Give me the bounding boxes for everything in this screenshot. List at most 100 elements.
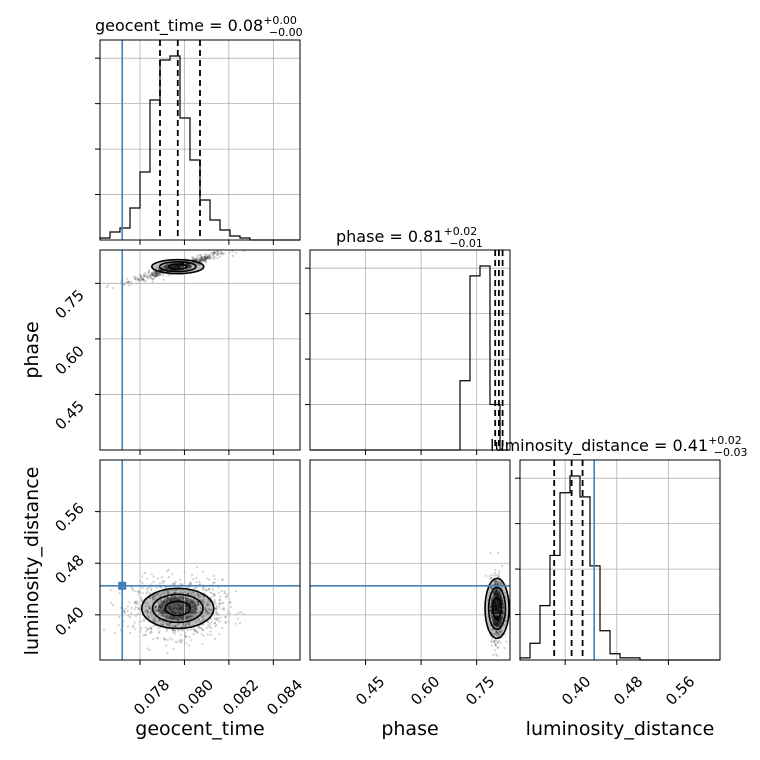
sample-point bbox=[150, 271, 153, 274]
sample-point bbox=[495, 630, 498, 633]
sample-point bbox=[192, 609, 195, 612]
geocent-lumdist-core-inner bbox=[157, 596, 198, 621]
sample-point bbox=[134, 275, 137, 278]
sample-point bbox=[153, 275, 156, 278]
sample-point bbox=[213, 621, 216, 625]
sample-point bbox=[489, 605, 493, 608]
sample-point bbox=[498, 603, 501, 606]
sample-point bbox=[500, 615, 503, 618]
sample-point bbox=[492, 593, 495, 596]
sample-point bbox=[188, 636, 191, 639]
sample-point bbox=[210, 591, 213, 595]
sample-point bbox=[492, 621, 495, 624]
sample-point bbox=[162, 592, 165, 595]
sample-point bbox=[163, 638, 166, 641]
sample-point bbox=[187, 615, 190, 618]
sample-point bbox=[496, 622, 499, 625]
sample-point bbox=[147, 277, 150, 280]
sample-point bbox=[494, 590, 497, 593]
sample-point bbox=[177, 264, 180, 268]
sample-point bbox=[500, 597, 503, 600]
sample-point bbox=[130, 281, 133, 284]
sample-point bbox=[202, 595, 205, 598]
sample-point bbox=[208, 587, 211, 591]
sample-point bbox=[492, 618, 495, 622]
sample-point bbox=[156, 271, 159, 274]
sample-point bbox=[503, 633, 507, 636]
sample-point bbox=[153, 616, 156, 619]
sample-point bbox=[495, 591, 498, 594]
sample-point bbox=[498, 594, 501, 597]
sample-point bbox=[231, 254, 234, 257]
sample-point bbox=[498, 624, 501, 627]
sample-point bbox=[178, 604, 181, 607]
sample-point bbox=[495, 594, 498, 597]
sample-point bbox=[206, 257, 209, 260]
sample-point bbox=[187, 607, 190, 610]
sample-point bbox=[167, 576, 170, 579]
sample-point bbox=[490, 639, 493, 643]
sample-point bbox=[160, 599, 163, 602]
geocent-phase-contour-3 bbox=[167, 263, 188, 270]
sample-point bbox=[499, 641, 502, 644]
sample-point bbox=[164, 266, 167, 269]
sample-point bbox=[187, 621, 190, 624]
sample-point bbox=[171, 624, 174, 627]
sample-point bbox=[495, 604, 498, 608]
sample-point bbox=[181, 615, 184, 619]
sample-point bbox=[165, 267, 168, 270]
sample-point bbox=[150, 610, 153, 613]
sample-point bbox=[151, 278, 154, 281]
sample-point bbox=[184, 625, 187, 628]
sample-point bbox=[496, 607, 499, 610]
sample-point bbox=[215, 253, 219, 256]
sample-point bbox=[140, 599, 143, 602]
sample-point bbox=[173, 266, 176, 269]
sample-point bbox=[493, 593, 497, 596]
sample-point bbox=[204, 260, 207, 263]
sample-point bbox=[175, 606, 178, 609]
sample-point bbox=[196, 602, 199, 605]
sample-point bbox=[216, 619, 219, 622]
sample-point bbox=[496, 604, 499, 607]
sample-point bbox=[184, 595, 187, 598]
sample-point bbox=[167, 606, 170, 609]
sample-point bbox=[196, 259, 199, 262]
sample-point bbox=[494, 607, 497, 610]
sample-point bbox=[493, 591, 496, 594]
sample-point bbox=[218, 603, 221, 606]
sample-point bbox=[137, 606, 140, 609]
sample-point bbox=[212, 255, 215, 258]
sample-point bbox=[501, 600, 504, 604]
sample-point bbox=[202, 617, 205, 620]
sample-point bbox=[215, 606, 218, 610]
sample-point bbox=[188, 615, 191, 618]
sample-point bbox=[202, 587, 205, 590]
sample-point bbox=[162, 604, 165, 607]
sample-point bbox=[215, 608, 218, 611]
sample-point bbox=[185, 607, 189, 610]
sample-point bbox=[142, 274, 145, 277]
sample-point bbox=[493, 618, 496, 621]
sample-point bbox=[161, 620, 164, 623]
sample-point bbox=[133, 601, 136, 604]
sample-point bbox=[497, 639, 500, 643]
sample-point bbox=[493, 594, 496, 597]
sample-point bbox=[158, 274, 161, 277]
sample-point bbox=[173, 265, 176, 268]
sample-point bbox=[175, 601, 178, 605]
sample-point bbox=[181, 639, 184, 642]
sample-point bbox=[498, 589, 501, 592]
sample-point bbox=[186, 263, 190, 266]
sample-point bbox=[186, 592, 189, 595]
panel-1-0-frame bbox=[99, 249, 301, 451]
sample-point bbox=[499, 618, 502, 621]
sample-point bbox=[171, 611, 174, 614]
sample-point bbox=[196, 601, 200, 604]
sample-point bbox=[499, 620, 502, 623]
sample-point bbox=[141, 279, 144, 282]
sample-point bbox=[208, 587, 211, 590]
sample-point bbox=[494, 579, 497, 582]
sample-point bbox=[194, 600, 197, 603]
sample-point bbox=[126, 605, 129, 608]
